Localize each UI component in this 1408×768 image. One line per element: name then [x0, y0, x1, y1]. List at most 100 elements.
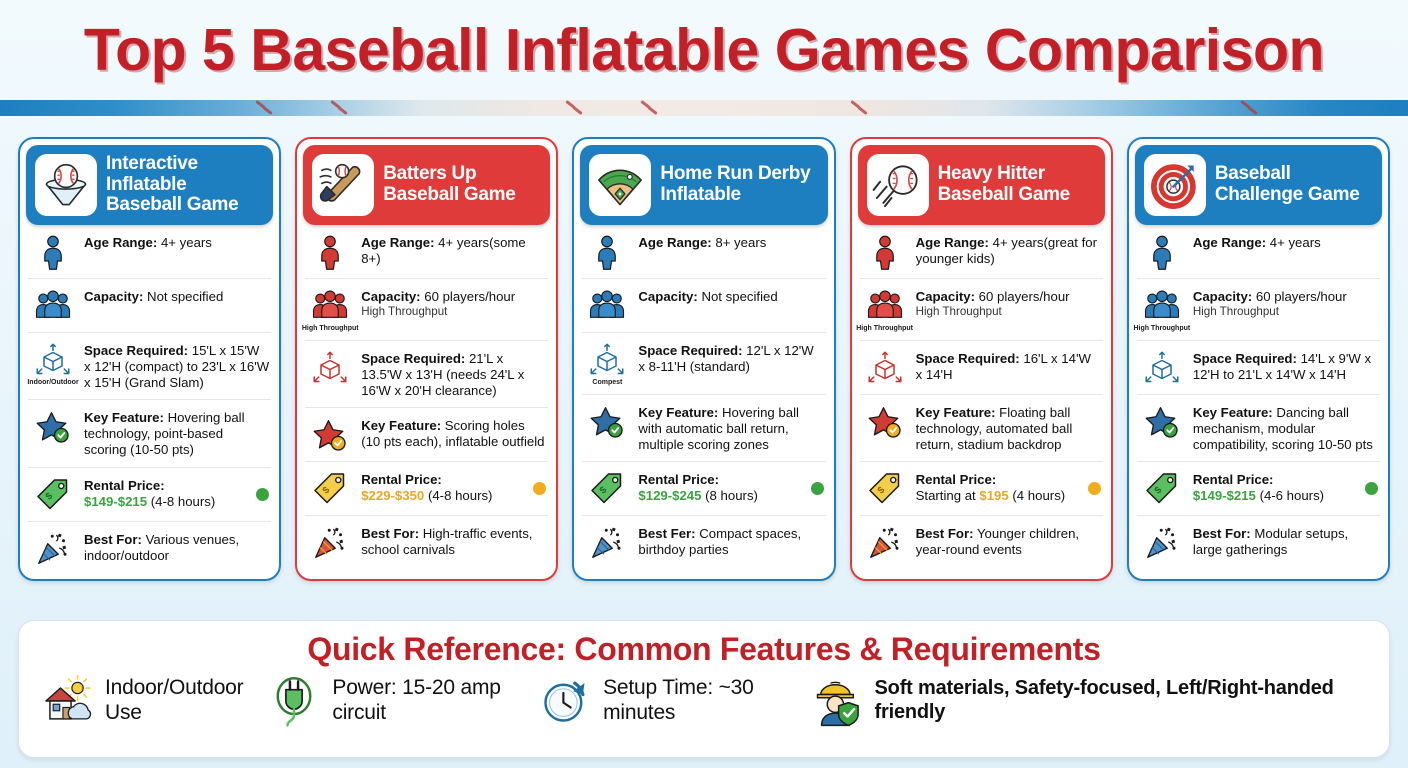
feature-row-text: Key Feature: Scoring holes (10 pts each)… — [361, 416, 546, 450]
card-rows: Age Range: 4+ years(some 8+) High Throug… — [302, 225, 550, 569]
space-row: Compest Space Required: 12'L x 12'W x 8-… — [582, 333, 826, 395]
card-rows: Age Range: 4+ years High Throughput Capa… — [1133, 225, 1382, 569]
price-tag-icon-amber: $ — [862, 470, 908, 507]
quick-reference-items: Indoor/Outdoor Use Power: 15-20 amp circ… — [19, 669, 1389, 727]
star-check-icon-red — [307, 416, 353, 453]
card-header: Heavy Hitter Baseball Game — [857, 145, 1105, 225]
age-sub: (great for younger kids) — [915, 235, 1098, 267]
price-row-text: Rental Price: Starting at $195 (4 hours) — [916, 470, 1101, 504]
price-label: Rental Price: — [361, 472, 442, 488]
price-duration: (4-8 hours) — [150, 493, 216, 509]
cube-dimensions-icon-red — [862, 349, 908, 386]
best-for-row: Best For: High-traffic events, school ca… — [305, 516, 548, 569]
feature-row: Key Feature: Scoring holes (10 pts each)… — [305, 408, 549, 463]
feature-value: Dancing ball mechanism, modular compatib… — [1192, 405, 1373, 453]
feature-row-text: Key Feature: Hovering ball with automati… — [638, 403, 823, 453]
age-value: 4+ years — [992, 235, 1044, 250]
price-row: $ Rental Price: $149-$215 (4-8 hours) — [28, 468, 272, 522]
capacity-row-text: Capacity: Not specified — [84, 287, 269, 305]
space-row-text: Space Required: 12'L x 12'W x 8-11'H (st… — [638, 341, 823, 375]
price-status-dot — [1365, 482, 1379, 496]
space-row-text: Space Required: 14'L x 9'W x 12'H to 21'… — [1193, 349, 1378, 383]
age-row: Age Range: 4+ years(great for younger ki… — [859, 225, 1103, 279]
capacity-value: Not specified — [701, 289, 778, 304]
safety-worker-icon — [811, 675, 863, 727]
price-duration: (8 hours) — [705, 488, 758, 504]
space-row: Space Required: 21'L x 13.5'W x 13'H (ne… — [305, 341, 549, 409]
best-for-row-text: Best For: Modular setups, large gatherin… — [1193, 524, 1378, 558]
best-for-label: Best Fer: — [638, 526, 696, 542]
person-icon-blue — [1139, 233, 1185, 270]
price-status-dot — [533, 482, 547, 496]
people-icon-blue — [584, 287, 630, 324]
comparison-card[interactable]: Batters Up Baseball Game Age Range: 4+ y… — [295, 137, 559, 581]
best-for-row: Best For: Modular setups, large gatherin… — [1137, 516, 1380, 569]
quick-reference-label: Setup Time: ~30 minutes — [603, 676, 754, 724]
price-row: $ Rental Price: $149-$215 (4-6 hours) — [1136, 462, 1381, 517]
star-check-icon-blue — [30, 408, 76, 445]
page-title: Top 5 Baseball Inflatable Games Comparis… — [83, 17, 1325, 83]
comparison-card[interactable]: Heavy Hitter Baseball Game Age Range: 4+… — [849, 137, 1113, 581]
age-row: Age Range: 4+ years — [1136, 225, 1381, 279]
card-title: Baseball Challenge Game — [1214, 163, 1360, 205]
space-row-text: Space Required: 15'L x 15'W x 12'H (comp… — [84, 341, 269, 391]
comparison-card[interactable]: Interactive Inflatable Baseball Game Age… — [18, 137, 282, 581]
best-for-value: Various venues, indoor/outdoor — [84, 531, 240, 563]
age-row-text: Age Range: 4+ years — [84, 233, 269, 251]
party-popper-icon-blue — [584, 524, 630, 561]
feature-row-text: Key Feature: Hovering ball technology, p… — [84, 408, 269, 458]
icon-caption: High Throughput — [1133, 325, 1191, 332]
best-for-value: Modular setups, large gatherings — [1192, 526, 1349, 558]
party-popper-icon-red — [307, 524, 353, 561]
age-label: Age Range: — [638, 235, 712, 250]
age-sub: (some 8+) — [361, 235, 526, 267]
cube-dimensions-icon-blue: Indoor/Outdoor — [27, 341, 79, 386]
star-check-icon-blue — [584, 403, 630, 440]
cube-dimensions-icon-blue — [1139, 349, 1185, 386]
space-value: 14'L x 9'W x 12'H to 21'L x 14'W x 14'H — [1192, 351, 1372, 383]
age-value: 4+ years — [1269, 235, 1321, 250]
age-row-text: Age Range: 8+ years — [638, 233, 823, 251]
space-label: Space Required: — [84, 343, 189, 358]
space-label: Space Required: — [638, 343, 743, 358]
person-icon-blue — [584, 233, 630, 270]
capacity-sub: High Throughput — [1192, 305, 1279, 319]
capacity-row: Capacity: Not specified — [28, 279, 272, 333]
age-row: Age Range: 8+ years — [582, 225, 826, 279]
icon-caption: Indoor/Outdoor — [27, 379, 79, 386]
baseball-in-funnel-icon — [35, 154, 97, 216]
capacity-label: Capacity: — [361, 289, 421, 304]
quick-reference-panel: Quick Reference: Common Features & Requi… — [18, 620, 1390, 758]
age-label: Age Range: — [915, 235, 989, 250]
capacity-sub: High Throughput — [915, 305, 1002, 319]
price-value: $195 — [979, 488, 1009, 504]
space-row-text: Space Required: 21'L x 13.5'W x 13'H (ne… — [361, 349, 546, 399]
capacity-label: Capacity: — [1192, 289, 1253, 304]
best-for-row: Best For: Younger children, year-round e… — [860, 516, 1103, 569]
card-title: Batters Up Baseball Game — [383, 163, 516, 205]
age-value: 4+ years — [438, 235, 490, 250]
card-title: Interactive Inflatable Baseball Game — [106, 153, 239, 216]
comparison-card[interactable]: Baseball Challenge Game Age Range: 4+ ye… — [1126, 137, 1391, 581]
page-header: Top 5 Baseball Inflatable Games Comparis… — [0, 0, 1408, 100]
cube-dimensions-icon-blue: Compest — [584, 341, 630, 386]
price-value: $149-$215 — [84, 493, 148, 509]
space-value: 21'L x 13.5'W x 13'H (needs 24'L x 16'W … — [361, 351, 525, 399]
card-title: Home Run Derby Inflatable — [660, 163, 811, 205]
capacity-label: Capacity: — [915, 289, 975, 304]
age-value: 4+ years — [160, 235, 212, 250]
age-row-text: Age Range: 4+ years(some 8+) — [361, 233, 546, 267]
card-rows: Age Range: 8+ years Capacity: Not specif… — [580, 225, 827, 569]
price-row-text: Rental Price: $229-$350 (4-8 hours) — [361, 470, 546, 504]
capacity-row-text: Capacity: 60 players/hour High Throughput — [1193, 287, 1378, 319]
feature-value: Scoring holes (10 pts each), inflatable … — [361, 418, 545, 450]
age-row: Age Range: 4+ years — [28, 225, 272, 279]
baseball-target-icon — [1143, 154, 1206, 216]
price-row: $ Rental Price: $229-$350 (4-8 hours) — [305, 462, 549, 517]
comparison-card[interactable]: Home Run Derby Inflatable Age Range: 8+ … — [572, 137, 836, 581]
best-for-value: Compact spaces, birthdoy parties — [638, 526, 802, 558]
capacity-row: High Throughput Capacity: 60 players/hou… — [1133, 279, 1381, 341]
power-plug-icon — [268, 675, 320, 727]
price-value: $129-$245 — [638, 488, 702, 504]
best-for-row-text: Best Fer: Compact spaces, birthdoy parti… — [638, 524, 823, 558]
